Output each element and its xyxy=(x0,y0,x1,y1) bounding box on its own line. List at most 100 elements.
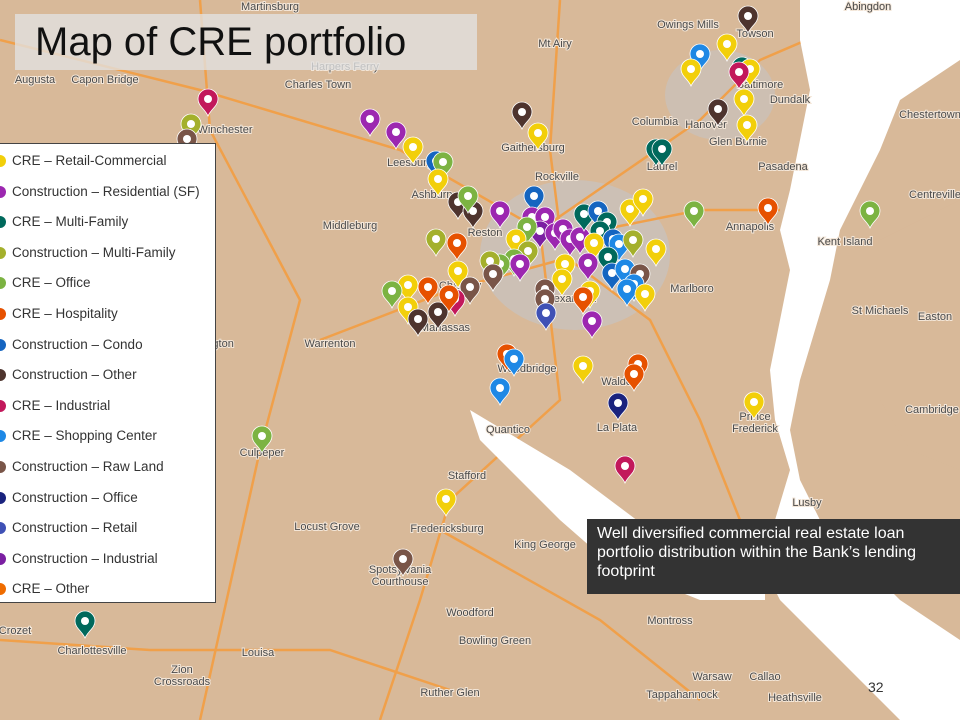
place-label: Warrenton xyxy=(305,338,356,350)
place-label: La Plata xyxy=(597,422,638,434)
map-pin-center xyxy=(579,293,587,301)
map-pin-center xyxy=(204,95,212,103)
place-label: Lusby xyxy=(792,497,822,509)
place-label: Chestertown xyxy=(899,109,960,121)
map-pin-center xyxy=(434,308,442,316)
map-pin-center xyxy=(81,617,89,625)
map-pin-center xyxy=(750,398,758,406)
legend-swatch xyxy=(0,461,6,473)
legend-label: Construction – Retail xyxy=(12,520,138,536)
place-label: Callao xyxy=(749,671,780,683)
legend-swatch xyxy=(0,522,6,535)
legend-swatch xyxy=(0,155,6,167)
map-pin-center xyxy=(579,362,587,370)
place-label: Fredericksburg xyxy=(410,523,483,535)
map-pin-center xyxy=(510,355,518,363)
callout: Well diversified commercial real estate … xyxy=(587,519,960,594)
map-pin-center xyxy=(596,227,604,235)
legend-label: CRE – Multi-Family xyxy=(12,214,129,230)
place-label: Ashburn xyxy=(412,189,453,201)
map-pin-center xyxy=(590,239,598,247)
place-label: Louisa xyxy=(242,647,275,659)
place-label: Frederick xyxy=(732,423,778,435)
place-label: Martinsburg xyxy=(241,1,299,13)
map-pin-center xyxy=(486,257,494,265)
legend-label: Construction – Multi-Family xyxy=(12,244,176,260)
pins xyxy=(74,5,881,640)
place-label: Dundalk xyxy=(770,94,811,106)
map-pin-center xyxy=(388,287,396,295)
legend-label: Construction – Raw Land xyxy=(12,459,164,474)
place-label: Owings Mills xyxy=(657,19,719,31)
map-pin-center xyxy=(496,207,504,215)
place-label: Cambridge xyxy=(905,404,959,416)
legend-label: CRE – Other xyxy=(12,581,90,597)
place-label: Tappahannock xyxy=(646,689,718,701)
map-pin-center xyxy=(623,285,631,293)
map-pin-center xyxy=(576,233,584,241)
map-pin-center xyxy=(392,128,400,136)
map-pin-center xyxy=(714,105,722,113)
place-label: Abingdon xyxy=(845,1,892,13)
legend: CRE – Retail-Commercial Construction – Re… xyxy=(0,143,216,603)
legend-swatch xyxy=(0,185,6,198)
map-pin-center xyxy=(615,240,623,248)
legend-swatch xyxy=(0,369,6,382)
legend-swatch xyxy=(0,399,6,412)
legend-label: CRE – Industrial xyxy=(12,397,111,413)
place-label: Reston xyxy=(468,227,503,239)
slide-title: Map of CRE portfolio xyxy=(15,14,477,70)
place-label: Centreville xyxy=(909,189,960,201)
place-label: Pasadena xyxy=(758,161,808,173)
place-label: Columbia xyxy=(632,116,679,128)
place-label: Augusta xyxy=(15,74,56,86)
map-pin-center xyxy=(621,462,629,470)
place-label: Woodford xyxy=(446,607,494,619)
map-pin-center xyxy=(469,207,477,215)
map-pin-center xyxy=(558,275,566,283)
place-label: Capon Bridge xyxy=(71,74,138,86)
place-label: Heathsville xyxy=(768,692,822,704)
map-pin-center xyxy=(512,235,520,243)
map-pin-center xyxy=(424,283,432,291)
map-pin-center xyxy=(614,399,622,407)
map-pin-center xyxy=(658,145,666,153)
map-pin-center xyxy=(652,245,660,253)
map-pin-center xyxy=(442,495,450,503)
map-pin-center xyxy=(454,267,462,275)
map-pin-center xyxy=(608,269,616,277)
map-pin-center xyxy=(604,253,612,261)
map-pin-center xyxy=(561,260,569,268)
map-pin-center xyxy=(404,281,412,289)
map-pin-center xyxy=(696,50,704,58)
map-pin-center xyxy=(588,317,596,325)
map-pin-center xyxy=(524,247,532,255)
place-label: Kent Island xyxy=(817,236,872,248)
map-pin-center xyxy=(735,68,743,76)
legend-swatch xyxy=(0,277,6,290)
map-pin-center xyxy=(518,108,526,116)
map-pin-center xyxy=(629,236,637,244)
place-label: Middleburg xyxy=(323,220,377,232)
map-pin-center xyxy=(536,227,544,235)
place-label: Leesburg xyxy=(387,157,433,169)
map-pin-center xyxy=(541,295,549,303)
map-pin-center xyxy=(496,384,504,392)
map-pin-center xyxy=(723,40,731,48)
place-label: Stafford xyxy=(448,470,486,482)
place-label: Rockville xyxy=(535,171,579,183)
place-label: Warsaw xyxy=(692,671,731,683)
eastern-shore xyxy=(870,200,960,470)
place-label: Charlottesville xyxy=(57,645,126,657)
place-label: St Michaels xyxy=(852,305,909,317)
place-label: Quantico xyxy=(486,424,530,436)
map-pin-center xyxy=(464,192,472,200)
place-label: Winchester xyxy=(197,124,252,136)
map-pin-center xyxy=(541,213,549,221)
map-pin-center xyxy=(530,192,538,200)
map-pin-center xyxy=(594,207,602,215)
place-label: Mt Airy xyxy=(538,38,572,50)
legend-swatch xyxy=(0,430,6,443)
place-label: Towson xyxy=(736,28,773,40)
